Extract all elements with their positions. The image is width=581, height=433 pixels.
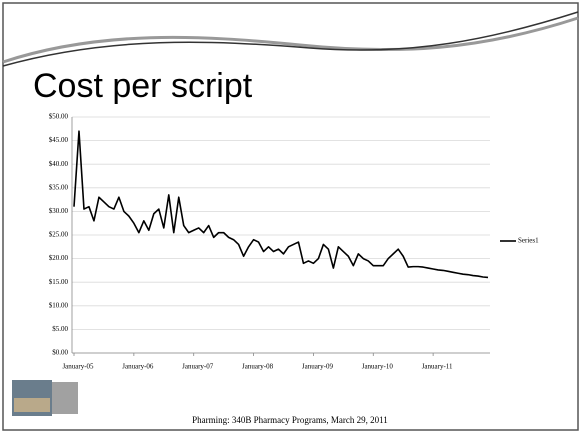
x-tick-label: January-11	[422, 363, 453, 371]
chart-title: Cost per script	[33, 67, 253, 105]
x-tick-label: January-05	[62, 363, 94, 371]
legend-label: Series1	[518, 237, 539, 245]
y-tick-label: $30.00	[49, 207, 69, 215]
x-tick-label: January-08	[242, 363, 274, 371]
y-tick-label: $20.00	[49, 254, 69, 262]
y-tick-label: $25.00	[49, 231, 69, 239]
y-tick-label: $10.00	[49, 301, 69, 309]
y-tick-label: $5.00	[52, 325, 68, 333]
y-tick-label: $0.00	[52, 349, 68, 357]
decor-swoosh	[2, 16, 579, 64]
y-tick-label: $35.00	[49, 183, 69, 191]
y-tick-label: $50.00	[49, 113, 69, 121]
footer: Pharming: 340B Pharmacy Programs, March …	[192, 415, 388, 425]
y-tick-label: $45.00	[49, 136, 69, 144]
y-tick-label: $15.00	[49, 278, 69, 286]
x-tick-label: January-06	[122, 363, 154, 371]
x-tick-label: January-09	[302, 363, 334, 371]
decor-swoosh	[2, 11, 579, 67]
series-line	[73, 130, 489, 279]
logo	[12, 380, 78, 416]
y-tick-label: $40.00	[49, 160, 69, 168]
x-tick-label: January-10	[362, 363, 394, 371]
logo-image	[14, 398, 50, 412]
x-tick-label: January-07	[182, 363, 214, 371]
logo-text	[52, 382, 78, 414]
